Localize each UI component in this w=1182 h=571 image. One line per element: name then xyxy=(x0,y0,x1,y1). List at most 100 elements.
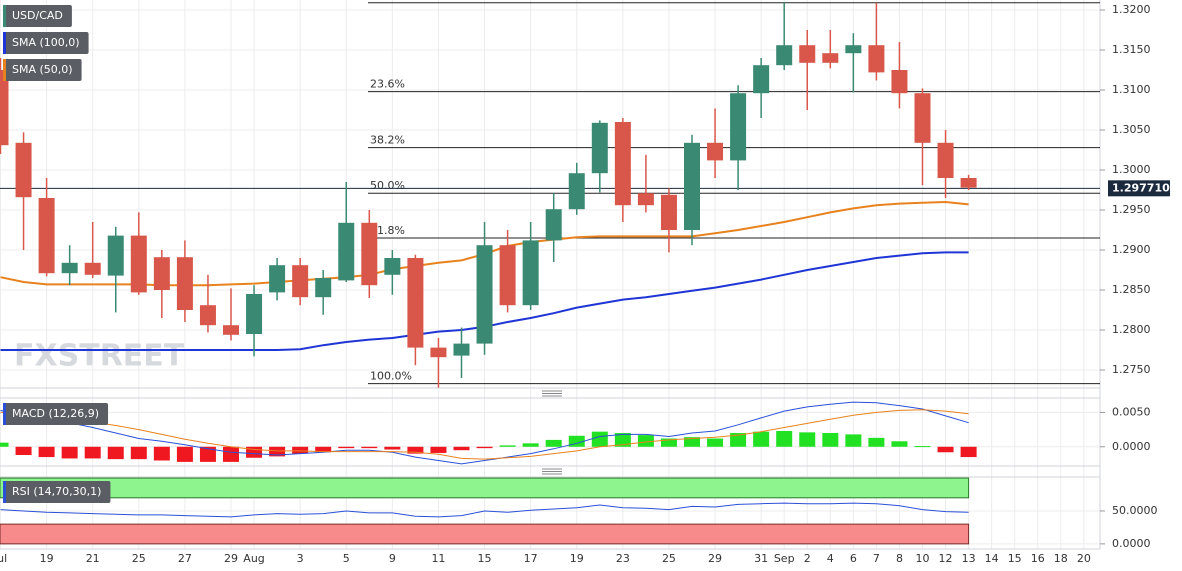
x-tick-label: 14 xyxy=(985,552,999,565)
candle-body xyxy=(199,305,216,326)
candle-body xyxy=(753,65,770,94)
candle-body xyxy=(845,45,862,54)
x-tick-label: 17 xyxy=(524,552,538,565)
macd-histogram-bar xyxy=(430,446,447,453)
x-tick-label: 21 xyxy=(86,552,100,565)
candle-body xyxy=(799,45,816,63)
y-tick-label: 50.0000 xyxy=(1112,504,1158,517)
x-tick-label: 23 xyxy=(616,552,630,565)
oversold-band xyxy=(0,523,970,545)
macd-histogram-bar xyxy=(361,446,378,449)
candle-body xyxy=(960,178,977,188)
candle-body xyxy=(130,235,147,293)
macd-histogram-bar xyxy=(545,439,562,447)
x-tick-label: 15 xyxy=(478,552,492,565)
candle-body xyxy=(730,93,747,161)
x-tick-label: 16 xyxy=(1031,552,1045,565)
fib-label: 50.0% xyxy=(370,179,405,192)
legend-text: RSI (14,70,30,1) xyxy=(12,485,101,498)
macd-histogram-bar xyxy=(891,441,908,447)
x-tick-label: 20 xyxy=(1077,552,1091,565)
legend-text: SMA (50,0) xyxy=(12,63,73,76)
legend-item: MACD (12,26,9) xyxy=(3,403,109,425)
fib-label: 38.2% xyxy=(370,134,405,147)
macd-histogram-bar xyxy=(522,443,539,447)
candle-body xyxy=(522,240,539,306)
y-tick-label: 1.3000 xyxy=(1112,163,1151,176)
x-tick-label: 31 xyxy=(754,552,768,565)
watermark: FXSTREET xyxy=(14,339,185,374)
legend-swatch xyxy=(3,481,6,503)
macd-histogram-bar xyxy=(499,445,516,447)
x-tick-label: 27 xyxy=(178,552,192,565)
candle-body xyxy=(476,245,493,344)
legend-box xyxy=(3,481,111,503)
candle-body xyxy=(176,257,193,310)
candle-body xyxy=(937,142,954,178)
candle-body xyxy=(568,173,585,210)
last-price-box xyxy=(1108,180,1170,197)
y-tick-label: 0.0000 xyxy=(1112,537,1151,550)
macd-histogram-bar xyxy=(292,446,309,454)
legend-item: RSI (14,70,30,1) xyxy=(3,481,111,503)
legend-swatch xyxy=(3,403,6,425)
resize-handle[interactable] xyxy=(542,390,562,397)
macd-histogram-bar xyxy=(614,433,631,447)
candle-body xyxy=(0,70,9,146)
y-tick-label: 1.2900 xyxy=(1112,243,1151,256)
macd-histogram-bar xyxy=(637,435,654,447)
candle-body xyxy=(545,209,562,241)
y-tick-label: 1.2800 xyxy=(1112,323,1151,336)
candle-body xyxy=(453,343,470,356)
macd-line xyxy=(0,409,969,460)
legend-item: USD/CAD xyxy=(3,5,72,27)
legend-box xyxy=(3,32,89,54)
macd-histogram-bar xyxy=(199,446,216,462)
macd-histogram-bar xyxy=(914,446,931,448)
candle-body xyxy=(591,122,608,174)
macd-histogram-bar xyxy=(223,446,239,462)
candle-body xyxy=(660,194,677,230)
candle-body xyxy=(891,70,908,94)
x-tick-label: 10 xyxy=(916,552,930,565)
macd-histogram-bar xyxy=(269,446,286,457)
candle-body xyxy=(707,142,724,161)
candle-body xyxy=(614,122,631,206)
macd-histogram-bar xyxy=(960,446,977,458)
macd-histogram-bar xyxy=(407,446,424,454)
macd-histogram-bar xyxy=(453,446,470,451)
y-tick-label: 1.3150 xyxy=(1112,43,1151,56)
y-tick-label: 0.0050 xyxy=(1112,405,1151,418)
legend-swatch xyxy=(3,5,6,27)
x-tick-label: 29 xyxy=(224,552,238,565)
y-tick-label: 1.3100 xyxy=(1112,83,1151,96)
x-tick-label: Jul xyxy=(0,552,7,565)
x-tick-label: 15 xyxy=(1008,552,1022,565)
macd-histogram-bar xyxy=(15,446,32,456)
overbought-band xyxy=(0,477,970,499)
resize-handle[interactable] xyxy=(542,468,562,475)
candle-body xyxy=(61,262,78,274)
macd-histogram-bar xyxy=(246,446,263,458)
macd-histogram-bar xyxy=(868,437,885,447)
legend-box xyxy=(3,59,82,81)
macd-histogram-bar xyxy=(176,446,193,462)
macd-histogram-bar xyxy=(591,431,608,447)
candle-body xyxy=(269,265,286,293)
legend-text: SMA (100,0) xyxy=(12,36,80,49)
candle-body xyxy=(292,265,309,298)
candle-body xyxy=(407,258,424,348)
candle-body xyxy=(868,45,885,73)
macd-histogram-bar xyxy=(753,431,770,447)
macd-histogram-bar xyxy=(338,446,355,449)
x-tick-label: 13 xyxy=(962,552,976,565)
candle-body xyxy=(338,222,355,281)
x-tick-label: 12 xyxy=(939,552,953,565)
x-tick-label: Sep xyxy=(774,552,795,565)
candle-body xyxy=(84,262,101,275)
x-tick-label: 4 xyxy=(827,552,834,565)
candle-body xyxy=(15,142,32,198)
x-tick-label: 25 xyxy=(662,552,676,565)
macd-histogram-bar xyxy=(776,430,793,447)
